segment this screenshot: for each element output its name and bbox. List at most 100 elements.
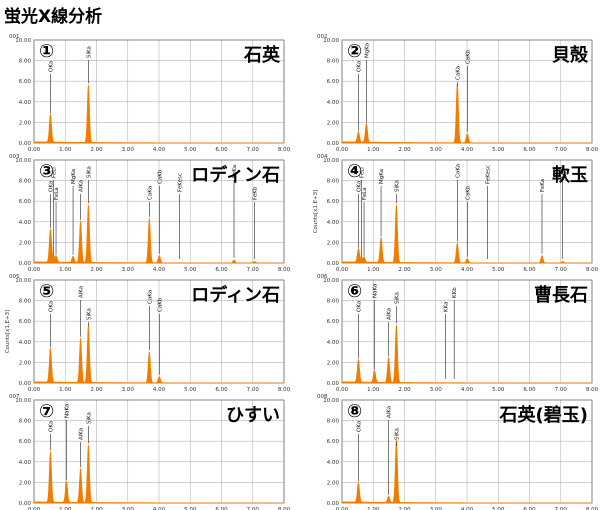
x-tick-label: 2.00 bbox=[90, 147, 103, 153]
spectrum-area bbox=[341, 439, 593, 504]
peak-label: CaKa bbox=[455, 164, 461, 178]
x-tick-label: 7.00 bbox=[247, 507, 260, 510]
x-tick-label: 8.00 bbox=[278, 507, 291, 510]
spectrum-area bbox=[33, 444, 285, 504]
x-tick-label: 3.00 bbox=[122, 387, 135, 393]
x-tick-label: 7.00 bbox=[247, 267, 260, 273]
x-tick-label: 7.00 bbox=[555, 507, 568, 510]
peak-label: AlKa bbox=[79, 428, 85, 440]
y-tick-label: 2.00 bbox=[19, 480, 32, 486]
x-tick-label: 1.00 bbox=[367, 387, 380, 393]
peak-label: AlKa bbox=[79, 180, 85, 192]
peak-label: FeKa bbox=[232, 165, 238, 178]
x-tick-label: 8.00 bbox=[586, 507, 599, 510]
peak-label: OKa bbox=[48, 61, 54, 72]
sample-number: ③ bbox=[39, 161, 54, 182]
x-tick-label: 6.00 bbox=[215, 387, 228, 393]
y-tick-label: 4.00 bbox=[19, 220, 32, 226]
peak-label: SiKa bbox=[394, 428, 400, 440]
y-tick-label: 6.00 bbox=[327, 439, 340, 445]
x-tick-label: 8.00 bbox=[278, 387, 291, 393]
y-tick-label: 4.00 bbox=[19, 100, 32, 106]
y-tick-label: 2.00 bbox=[19, 240, 32, 246]
spectrum-area bbox=[33, 204, 285, 264]
x-tick-label: 0.00 bbox=[336, 147, 349, 153]
x-tick-label: 5.00 bbox=[492, 147, 505, 153]
sample-number: ⑤ bbox=[39, 281, 54, 302]
y-tick-label: 4.00 bbox=[327, 220, 340, 226]
x-tick-label: 4.00 bbox=[153, 267, 166, 273]
spectrum-area bbox=[33, 324, 285, 384]
x-tick-label: 3.00 bbox=[430, 267, 443, 273]
sample-name: 石英(碧玉) bbox=[499, 404, 588, 426]
peak-label: FeLa bbox=[362, 187, 368, 200]
peak-label: CaKb bbox=[465, 185, 471, 200]
y-tick-label: 8.00 bbox=[19, 59, 32, 65]
spectrum-area bbox=[33, 84, 285, 144]
x-tick-label: 7.00 bbox=[555, 267, 568, 273]
x-tick-label: 8.00 bbox=[586, 147, 599, 153]
y-tick-label: 2.00 bbox=[327, 480, 340, 486]
x-tick-label: 2.00 bbox=[398, 267, 411, 273]
x-tick-label: 2.00 bbox=[90, 387, 103, 393]
peak-label: OKa bbox=[48, 181, 54, 192]
y-tick-label: 6.00 bbox=[327, 319, 340, 325]
x-tick-label: 2.00 bbox=[398, 507, 411, 510]
x-tick-label: 7.00 bbox=[247, 387, 260, 393]
x-tick-label: 1.00 bbox=[59, 507, 72, 510]
y-tick-label: 8.00 bbox=[327, 299, 340, 305]
sample-number: ① bbox=[39, 41, 54, 62]
peak-label: CaKa bbox=[455, 66, 461, 80]
x-tick-label: 6.00 bbox=[215, 147, 228, 153]
spectrum-chart-1: 0.00 2.00 4.00 6.00 8.00 10.00 0.00 1.00 2.00 3.0… bbox=[9, 34, 291, 153]
peak-label: SiKa bbox=[86, 46, 92, 58]
y-tick-label: 6.00 bbox=[19, 79, 32, 85]
x-tick-label: 1.00 bbox=[367, 147, 380, 153]
peak-label: FeKb bbox=[561, 164, 567, 178]
y-tick-label: 10.00 bbox=[15, 398, 31, 404]
y-tick-label: 10.00 bbox=[323, 38, 339, 44]
x-tick-label: 0.00 bbox=[336, 267, 349, 273]
x-tick-label: 0.00 bbox=[336, 387, 349, 393]
x-tick-label: 6.00 bbox=[523, 387, 536, 393]
peak-label: SiKa bbox=[394, 180, 400, 192]
peak-label: SiKa bbox=[86, 308, 92, 320]
y-tick-label: 0.00 bbox=[327, 261, 340, 267]
peak-label: OKa bbox=[356, 421, 362, 432]
peak-label: KKb bbox=[452, 287, 458, 298]
peak-label: FeKb bbox=[253, 186, 259, 200]
x-tick-label: 3.00 bbox=[122, 267, 135, 273]
peak-label: FeLl bbox=[51, 167, 57, 178]
sample-name: 曹長石 bbox=[534, 285, 588, 306]
y-tick-label: 0.00 bbox=[19, 381, 32, 387]
y-axis-label: Counts[x1.E+3] bbox=[313, 190, 319, 234]
peak-label: CaKa bbox=[147, 290, 153, 304]
x-tick-label: 4.00 bbox=[153, 507, 166, 510]
x-tick-label: 7.00 bbox=[555, 387, 568, 393]
y-tick-label: 0.00 bbox=[19, 501, 32, 507]
x-tick-label: 8.00 bbox=[278, 147, 291, 153]
x-tick-label: 4.00 bbox=[461, 267, 474, 273]
y-tick-label: 2.00 bbox=[19, 120, 32, 126]
peak-label: SiKa bbox=[86, 166, 92, 178]
x-tick-label: 4.00 bbox=[461, 147, 474, 153]
x-tick-label: 4.00 bbox=[461, 387, 474, 393]
sample-name: 石英 bbox=[243, 44, 281, 66]
y-tick-label: 10.00 bbox=[15, 278, 31, 284]
spectrum-chart-8: 0.00 2.00 4.00 6.00 8.00 10.00 0.00 1.00 2.00 3.0… bbox=[317, 394, 599, 510]
y-tick-label: 2.00 bbox=[19, 360, 32, 366]
y-tick-label: 6.00 bbox=[19, 439, 32, 445]
y-tick-label: 6.00 bbox=[327, 79, 340, 85]
y-tick-label: 8.00 bbox=[327, 59, 340, 65]
peak-label: OKa bbox=[48, 301, 54, 312]
x-tick-label: 6.00 bbox=[215, 267, 228, 273]
spectrum-chart-3: 0.00 2.00 4.00 6.00 8.00 10.00 0.00 1.00 2.00 3.0… bbox=[9, 154, 291, 273]
y-tick-label: 8.00 bbox=[19, 299, 32, 305]
x-tick-label: 2.00 bbox=[90, 507, 103, 510]
spectrum-id: 003 bbox=[9, 154, 20, 160]
y-tick-label: 4.00 bbox=[327, 340, 340, 346]
peak-label: CaKa bbox=[147, 186, 153, 200]
x-tick-label: 3.00 bbox=[122, 507, 135, 510]
spectrum-id: 004 bbox=[317, 154, 328, 160]
spectrum-area bbox=[341, 324, 593, 384]
